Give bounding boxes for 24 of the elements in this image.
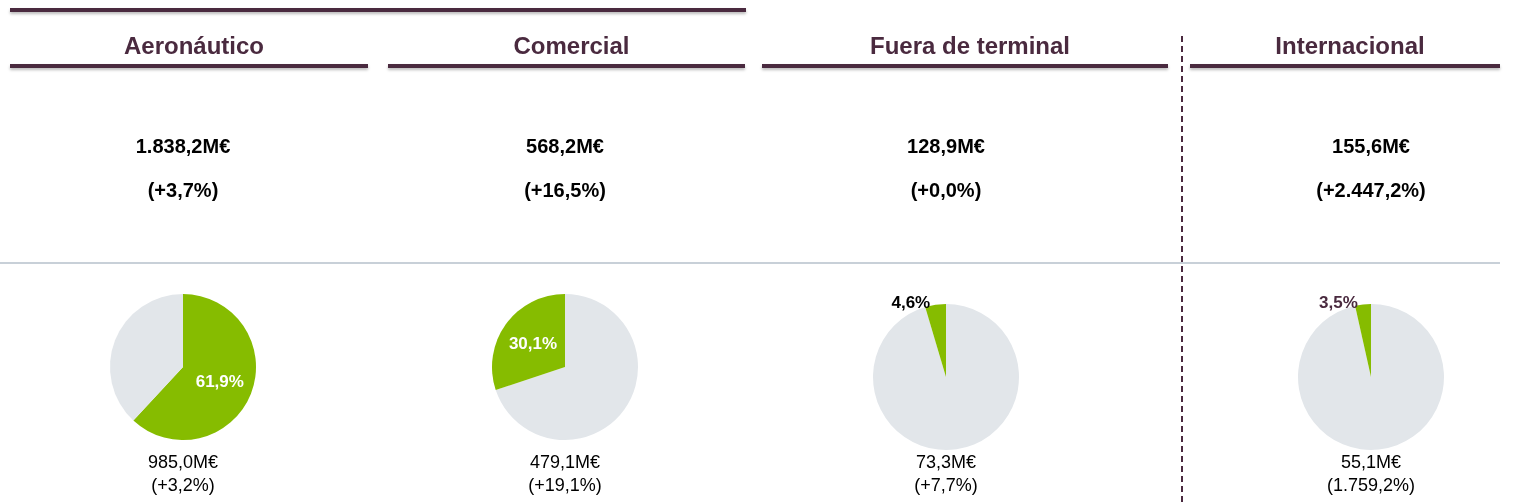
data-label: 4,6% <box>891 293 931 313</box>
chart-title: Fuera de terminal <box>869 31 1071 59</box>
data-label: 61,9% <box>195 371 244 391</box>
data-label: 3,5% <box>1319 292 1358 312</box>
chart-title: Internacional <box>1275 31 1425 59</box>
text: 985,0M€ <box>147 452 219 472</box>
text: 128,9M€ <box>907 135 985 157</box>
text: (+3,2%) <box>151 475 215 495</box>
text: (1.759,2%) <box>1326 475 1416 495</box>
text: 1.838,2M€ <box>135 135 231 157</box>
text: (+0,0%) <box>910 179 982 201</box>
text: (+19,1%) <box>528 475 602 495</box>
text: 155,6M€ <box>1332 135 1410 157</box>
chart-title: Aeronáutico <box>123 31 265 59</box>
text: (+2.447,2%) <box>1316 179 1426 201</box>
text: (+16,5%) <box>524 179 606 201</box>
text: 568,2M€ <box>526 135 604 157</box>
text: (+3,7%) <box>147 179 219 201</box>
data-label: 30,1% <box>508 334 558 354</box>
chart-title: Comercial <box>513 31 630 59</box>
text: 479,1M€ <box>529 452 601 472</box>
text: (+7,7%) <box>914 475 978 495</box>
text: 73,3M€ <box>915 452 977 472</box>
text: 55,1M€ <box>1340 452 1402 472</box>
